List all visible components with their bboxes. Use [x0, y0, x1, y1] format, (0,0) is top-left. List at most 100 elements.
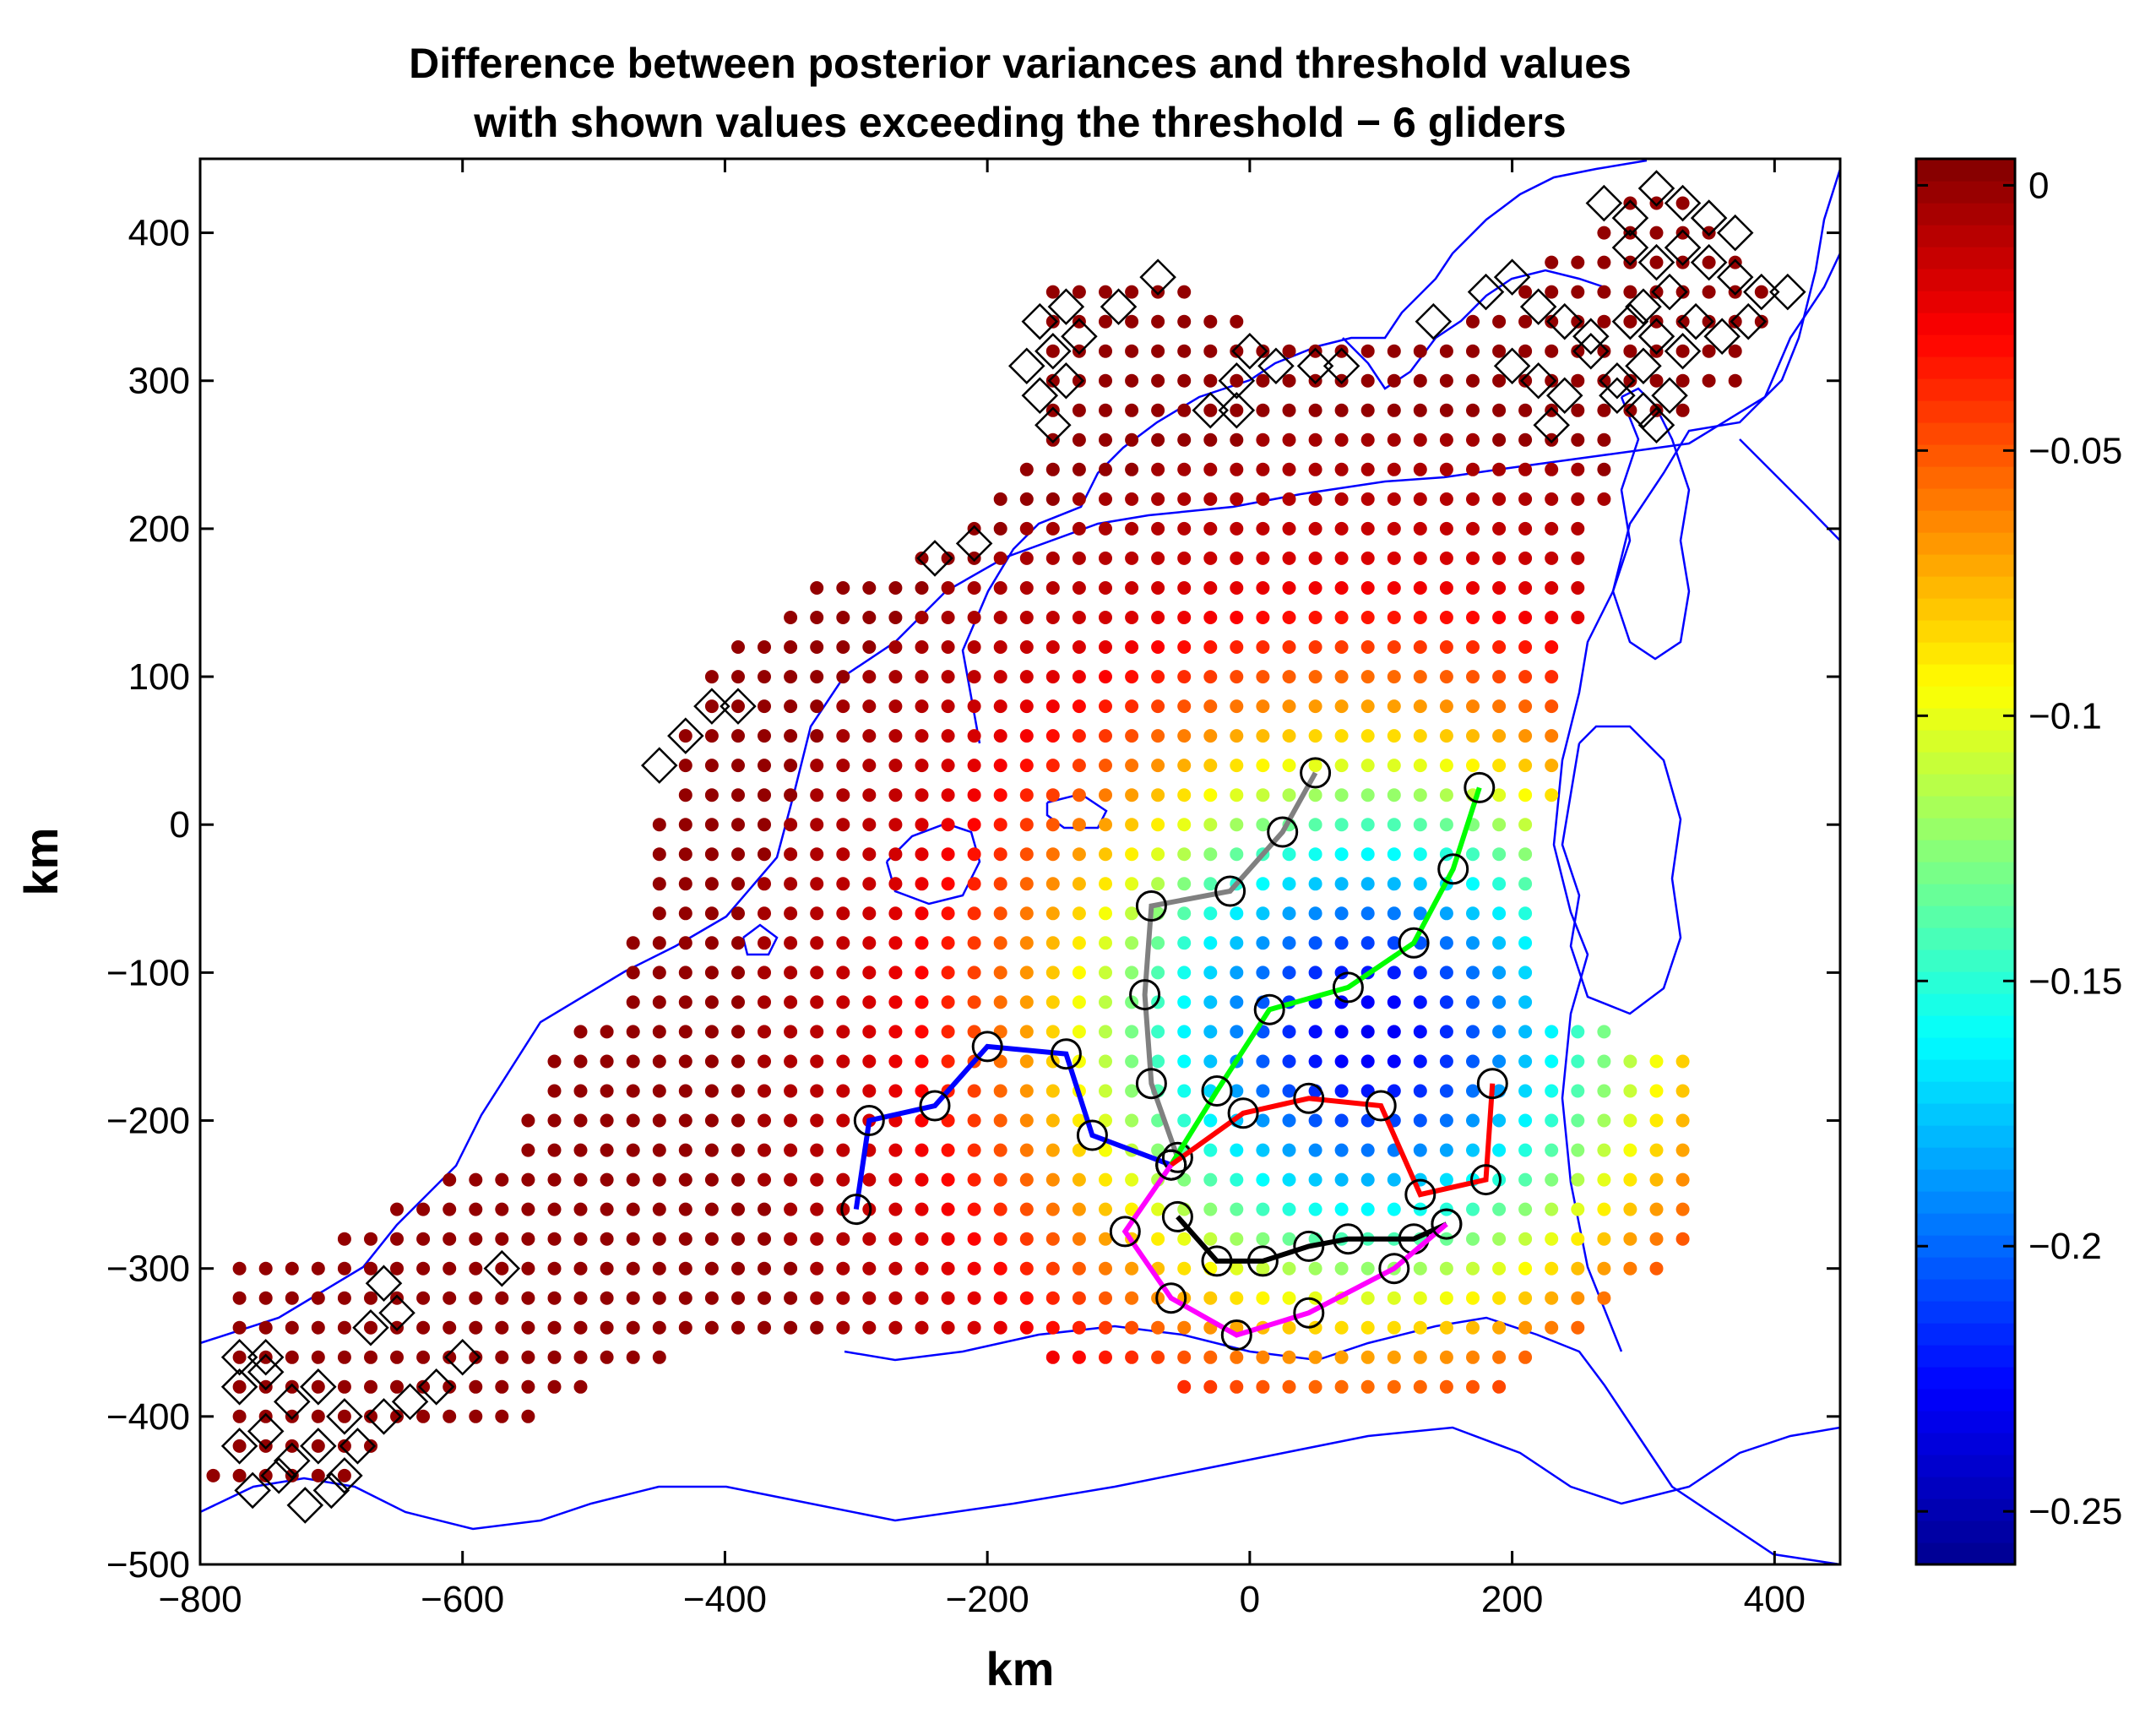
grid-point [704, 995, 719, 1009]
grid-point [1045, 373, 1060, 388]
grid-point [1072, 285, 1086, 299]
grid-point [1334, 1202, 1349, 1216]
grid-point [810, 936, 824, 950]
grid-point [652, 1143, 666, 1157]
y-axis-label: km [14, 828, 68, 896]
grid-point [652, 1232, 666, 1246]
grid-point [1177, 906, 1192, 921]
grid-point [285, 1439, 299, 1453]
grid-point [731, 1113, 745, 1128]
grid-point [285, 1379, 299, 1394]
grid-point [1439, 611, 1453, 624]
grid-point [1099, 285, 1112, 299]
grid-point [1545, 1025, 1559, 1039]
glider-waypoint [919, 1090, 951, 1122]
grid-point [1072, 344, 1086, 358]
grid-point [1334, 1172, 1349, 1187]
colorbar-band [1916, 488, 2015, 511]
grid-point [1045, 551, 1060, 565]
diamond-marker [1533, 406, 1570, 444]
grid-point [810, 847, 824, 862]
grid-point [1230, 432, 1244, 447]
grid-point [1675, 1202, 1690, 1216]
grid-point [1019, 492, 1034, 506]
grid-point [704, 906, 719, 921]
grid-point [1203, 640, 1218, 654]
grid-point [1125, 344, 1139, 358]
grid-point [626, 1113, 640, 1128]
grid-point [1492, 581, 1507, 595]
grid-point [1413, 670, 1427, 684]
grid-point [443, 1409, 457, 1423]
grid-point [1334, 581, 1349, 595]
colorbar-band [1916, 927, 2015, 950]
grid-point [469, 1379, 483, 1394]
grid-point [678, 995, 692, 1009]
grid-point [1203, 521, 1218, 536]
glider-path-3 [1169, 786, 1482, 1167]
grid-point [1099, 699, 1112, 714]
grid-point [1649, 344, 1664, 358]
grid-point [993, 699, 1007, 714]
grid-point [731, 877, 745, 891]
grid-point [993, 1232, 1007, 1246]
grid-point [626, 1084, 640, 1098]
grid-point [626, 1350, 640, 1364]
grid-point [1177, 1261, 1192, 1276]
coastline-south [844, 1316, 1840, 1564]
grid-point [941, 1261, 955, 1276]
grid-point [704, 1143, 719, 1157]
grid-point [810, 1113, 824, 1128]
grid-point [1072, 1172, 1086, 1187]
grid-point [1518, 847, 1533, 862]
grid-point [758, 1143, 771, 1157]
grid-point [888, 1084, 903, 1098]
grid-point [416, 1379, 431, 1394]
grid-point [1413, 1379, 1427, 1394]
grid-point [1177, 432, 1192, 447]
colorbar-band [1916, 400, 2015, 423]
chart-title-line-2: with shown values exceeding the threshol… [473, 99, 1566, 146]
diamond-marker [247, 1353, 285, 1391]
grid-point [784, 788, 798, 802]
grid-point [993, 729, 1007, 743]
grid-point [1571, 1232, 1585, 1246]
grid-point [1125, 788, 1139, 802]
grid-point [1492, 699, 1507, 714]
grid-point [1308, 966, 1322, 980]
grid-point [1045, 1232, 1060, 1246]
grid-point [1413, 1113, 1427, 1128]
grid-point [1387, 729, 1401, 743]
grid-point [258, 1291, 273, 1305]
grid-point [1019, 1261, 1034, 1276]
grid-point [1230, 1350, 1244, 1364]
grid-point [521, 1232, 535, 1246]
grid-point [1256, 1291, 1270, 1305]
grid-point [836, 1113, 850, 1128]
grid-point [1518, 966, 1533, 980]
grid-point [1387, 640, 1401, 654]
grid-point [784, 1291, 798, 1305]
grid-point [1597, 1261, 1611, 1276]
grid-point [1072, 581, 1086, 595]
diamond-marker [1545, 377, 1583, 415]
grid-point [1466, 640, 1480, 654]
grid-point [704, 788, 719, 802]
grid-point [1597, 1291, 1611, 1305]
grid-point [678, 1143, 692, 1157]
grid-point [678, 1084, 692, 1098]
grid-point [1072, 462, 1086, 476]
x-axis-ticks: −800 −600 −400 −200 0 200 400 [158, 159, 1806, 1620]
grid-point [1334, 462, 1349, 476]
diamond-marker [326, 1457, 363, 1494]
grid-point [390, 1232, 404, 1246]
grid-point [600, 1320, 614, 1335]
grid-point [1045, 1291, 1060, 1305]
y-tick-label: 400 [128, 213, 190, 254]
grid-point [758, 1025, 771, 1039]
grid-point [1518, 1054, 1533, 1069]
grid-point [1045, 285, 1060, 299]
grid-point [941, 581, 955, 595]
grid-point [993, 1261, 1007, 1276]
grid-point [1518, 373, 1533, 388]
